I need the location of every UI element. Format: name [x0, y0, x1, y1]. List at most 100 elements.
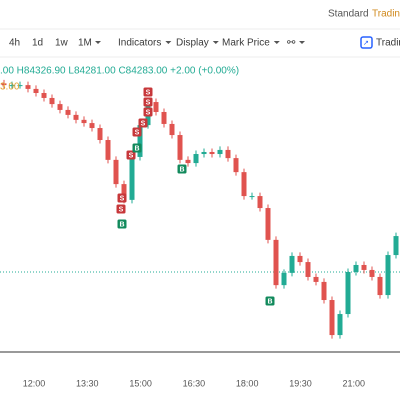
candle-body [361, 264, 367, 270]
candle-body [9, 85, 15, 87]
signal-label: S [146, 99, 151, 106]
signal-badge [177, 164, 187, 174]
candle-body [289, 255, 295, 273]
signal-badge [138, 118, 148, 128]
legend-second: 3.00 [0, 82, 20, 93]
candle-body [161, 111, 167, 124]
x-tick-label: 16:30 [183, 378, 206, 388]
icon-glyph: ↗ [363, 40, 369, 47]
candle-body [353, 264, 359, 272]
candle-body [17, 85, 23, 87]
candle-body [305, 262, 311, 277]
x-tick-label: 13:30 [76, 378, 99, 388]
candle-body [257, 196, 263, 209]
signal-label: S [129, 152, 134, 159]
candle-body [177, 135, 183, 160]
signal-label: B [179, 166, 184, 173]
toolbar-right[interactable]: Tradin [376, 38, 400, 49]
candle-body [209, 151, 215, 155]
candle-body [241, 172, 247, 197]
candle-body [89, 123, 95, 129]
candle-body [33, 88, 39, 93]
signal-badge [143, 87, 153, 97]
candle-body [57, 104, 63, 110]
signal-badge [143, 97, 153, 107]
interval-button[interactable]: 1w [55, 38, 69, 49]
ohlc-legend: .00 H84326.90 L84281.00 C84283.00 +2.00 … [0, 66, 239, 77]
candle-body [121, 184, 127, 200]
candle-body [105, 140, 111, 160]
dropdown-caret [95, 41, 101, 44]
candle-body [97, 128, 103, 141]
signal-label: S [120, 195, 125, 202]
candle-body [65, 109, 71, 115]
signal-label: S [146, 89, 151, 96]
menu-button[interactable]: Indicators [118, 38, 161, 49]
candle-body [273, 239, 279, 286]
candle-body [385, 255, 391, 296]
candle-body [297, 255, 303, 263]
candle-body [377, 276, 383, 296]
toolbar: 4h 1d 1w 1M Indicators Display Mark Price ⚯ [9, 38, 305, 49]
x-tick-label: 19:30 [289, 378, 312, 388]
interval-button[interactable]: 4h [9, 38, 20, 49]
chart-icon[interactable]: ↗ [360, 36, 373, 49]
candle-body [281, 272, 287, 286]
candle-body [329, 300, 335, 336]
signal-label: B [134, 145, 139, 152]
icon[interactable] [360, 36, 373, 49]
x-tick-label: 12:00 [23, 378, 46, 388]
signal-label: S [119, 206, 124, 213]
candle-body [369, 269, 375, 277]
x-tick-label: 18:00 [236, 378, 259, 388]
candle-body [1, 83, 7, 86]
dropdown-caret [299, 41, 305, 44]
candle-body [25, 85, 31, 89]
signal-label: S [146, 109, 151, 116]
signal-badge [117, 219, 127, 229]
candle-body [217, 149, 223, 155]
signal-badge [126, 150, 136, 160]
candle-body [393, 236, 399, 256]
candle-body [313, 276, 319, 282]
candle-body [73, 114, 79, 120]
x-tick-label: 21:00 [343, 378, 366, 388]
candle-body [137, 125, 143, 157]
signal-badge [132, 143, 142, 153]
interval-button[interactable]: 1M [78, 38, 92, 49]
candle-body [233, 158, 239, 173]
menu-button[interactable]: Display [176, 38, 209, 49]
top-bar [0, 0, 400, 28]
candle-body [265, 208, 271, 240]
signal-badge [265, 296, 275, 306]
x-tick-label: 15:00 [129, 378, 152, 388]
candle-body [169, 123, 175, 136]
candle-body [185, 159, 191, 164]
menu-button[interactable]: Mark Price [222, 38, 270, 49]
candle-body [49, 97, 55, 105]
signal-label: B [267, 298, 272, 305]
dropdown-caret [165, 41, 172, 44]
candle-body [345, 271, 351, 315]
tab-trading[interactable]: Trading [372, 9, 400, 20]
signal-label: S [135, 129, 140, 136]
dropdown-caret [212, 41, 219, 44]
interval-button[interactable]: 1d [32, 38, 43, 49]
candle-body [153, 102, 159, 112]
signal-badge [143, 107, 153, 117]
tab-standard[interactable]: Standard [328, 9, 369, 20]
dropdown-caret [273, 41, 280, 44]
candle-body [81, 119, 87, 124]
candle-body [113, 159, 119, 185]
signal-badge [117, 193, 127, 203]
candle-body [249, 196, 255, 198]
candle-body [321, 281, 327, 301]
candle-body [201, 151, 207, 155]
candle-body [337, 314, 343, 336]
signal-label: B [119, 221, 124, 228]
signal-label: S [141, 120, 146, 127]
compare-icon[interactable]: ⚯ [287, 38, 296, 49]
candle-body [41, 92, 47, 98]
